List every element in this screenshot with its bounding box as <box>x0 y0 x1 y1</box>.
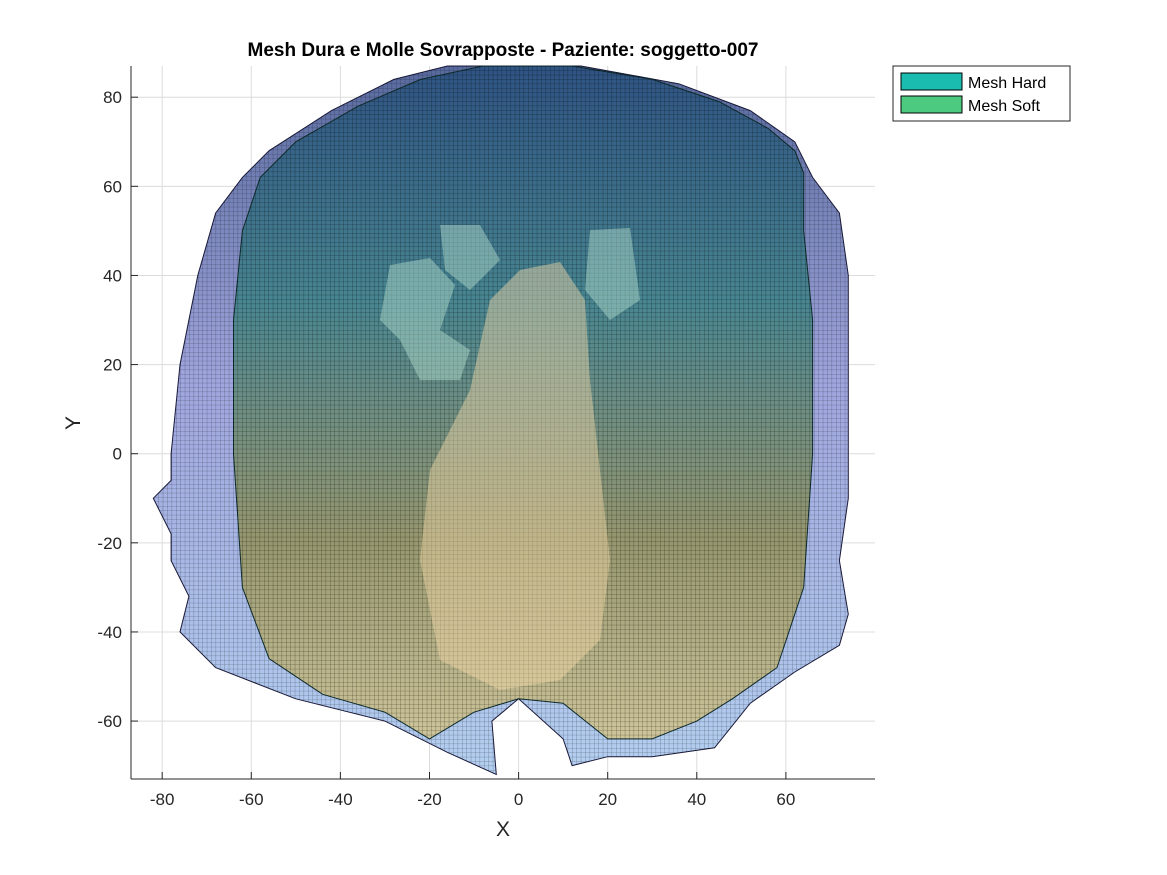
x-tick-label: 60 <box>776 790 795 809</box>
y-tick-label: 60 <box>103 177 122 196</box>
legend-label-mesh-hard: Mesh Hard <box>968 75 1046 92</box>
mesh-hard-grid <box>233 66 813 739</box>
legend-swatch-mesh-hard <box>900 72 963 91</box>
x-tick-label: -60 <box>239 790 264 809</box>
y-tick-label: 80 <box>103 88 122 107</box>
mesh-inner-region <box>420 262 610 690</box>
legend-swatch-mesh-soft <box>900 95 963 114</box>
y-tick-label: 20 <box>103 356 122 375</box>
x-tick-label: -40 <box>328 790 353 809</box>
x-tick-label: 0 <box>514 790 523 809</box>
x-tick-label: 20 <box>598 790 617 809</box>
mesh-layer <box>152 65 849 776</box>
series-mesh-hard <box>233 65 814 740</box>
x-tick-label: -80 <box>150 790 175 809</box>
x-tick-label: -20 <box>417 790 442 809</box>
y-tick-label: 40 <box>103 266 122 285</box>
y-axis-label: Y <box>62 416 85 430</box>
y-tick-label: -40 <box>97 623 122 642</box>
y-tick-label: -60 <box>97 712 122 731</box>
axes-frame <box>130 66 875 780</box>
legend: Mesh Hard Mesh Soft <box>892 65 1071 122</box>
y-axis-ticks: -60 -40 -20 0 20 40 60 80 <box>97 88 138 731</box>
y-tick-label: 0 <box>113 445 122 464</box>
legend-label-mesh-soft: Mesh Soft <box>968 98 1041 115</box>
x-axis-ticks: -80 -60 -40 -20 0 20 40 60 <box>150 772 795 809</box>
chart-title: Mesh Dura e Molle Sovrapposte - Paziente… <box>248 40 759 61</box>
mesh-inner-lobes <box>380 225 640 380</box>
x-tick-label: 40 <box>687 790 706 809</box>
x-axis-label: X <box>496 818 510 841</box>
y-tick-label: -20 <box>97 534 122 553</box>
